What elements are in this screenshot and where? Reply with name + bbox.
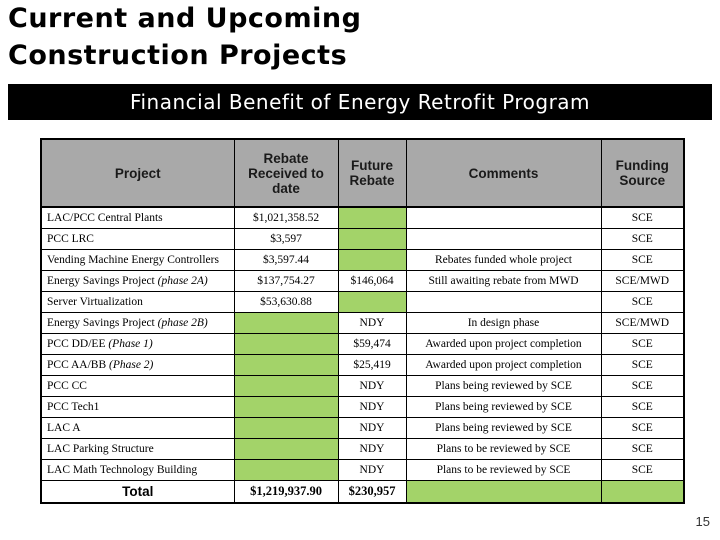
cell-comments: Plans to be reviewed by SCE (405, 438, 602, 460)
table-row: PCC Tech1 NDY Plans being reviewed by SCE S… (40, 396, 685, 418)
table-row: Server Virtualization $53,630.88 SCE (40, 291, 685, 313)
cell-rebate: $1,021,358.52 (233, 206, 339, 229)
cell-comments (405, 228, 602, 250)
column-header-funding: Funding Source (600, 138, 685, 208)
table-row: PCC CC NDY Plans being reviewed by SCE SCE (40, 375, 685, 397)
title-line-2: Construction Projects (8, 40, 348, 71)
table-header: Project Rebate Received to date Future Reb… (40, 138, 685, 208)
column-header-comments: Comments (405, 138, 602, 208)
projects-table: Project Rebate Received to date Future Reb… (40, 138, 685, 504)
table-row: PCC AA/BB (Phase 2) $25,419 Awarded upon p… (40, 354, 685, 376)
cell-funding: SCE (600, 438, 685, 460)
cell-rebate (233, 375, 339, 397)
total-row: Total $1,219,937.90 $230,957 (40, 480, 685, 504)
cell-funding: SCE (600, 417, 685, 439)
cell-comments: Plans being reviewed by SCE (405, 375, 602, 397)
cell-funding: SCE (600, 249, 685, 271)
banner-text: Financial Benefit of Energy Retrofit Pro… (129, 90, 591, 114)
cell-funding: SCE (600, 291, 685, 313)
cell-rebate: $137,754.27 (233, 270, 339, 292)
table-row: PCC LRC $3,597 SCE (40, 228, 685, 250)
cell-comments: Plans being reviewed by SCE (405, 396, 602, 418)
cell-future: NDY (337, 438, 407, 460)
table-row: LAC/PCC Central Plants $1,021,358.52 SCE (40, 206, 685, 229)
page-title: Current and Upcoming Construction Projec… (8, 0, 361, 74)
column-header-project: Project (40, 138, 235, 208)
cell-funding: SCE (600, 228, 685, 250)
table-row: PCC DD/EE (Phase 1) $59,474 Awarded upon p… (40, 333, 685, 355)
cell-future: NDY (337, 396, 407, 418)
page-number: 15 (695, 514, 710, 529)
cell-funding: SCE (600, 333, 685, 355)
cell-funding: SCE (600, 354, 685, 376)
cell-future: NDY (337, 375, 407, 397)
cell-rebate (233, 438, 339, 460)
cell-comments: Plans being reviewed by SCE (405, 417, 602, 439)
cell-comments (405, 206, 602, 229)
cell-future: $146,064 (337, 270, 407, 292)
cell-rebate (233, 459, 339, 481)
cell-future: NDY (337, 417, 407, 439)
cell-comments: Awarded upon project completion (405, 333, 602, 355)
cell-comments: Still awaiting rebate from MWD (405, 270, 602, 292)
total-cell-label: Total (40, 480, 235, 504)
cell-funding: SCE/MWD (600, 270, 685, 292)
cell-rebate: $3,597.44 (233, 249, 339, 271)
cell-future: NDY (337, 459, 407, 481)
cell-future (337, 291, 407, 313)
cell-project: LAC Parking Structure (40, 438, 235, 460)
cell-rebate (233, 417, 339, 439)
cell-funding: SCE (600, 375, 685, 397)
table-body: LAC/PCC Central Plants $1,021,358.52 SCE PC… (40, 206, 685, 504)
cell-future: $25,419 (337, 354, 407, 376)
cell-rebate (233, 333, 339, 355)
cell-future: NDY (337, 312, 407, 334)
cell-project: LAC A (40, 417, 235, 439)
cell-project: PCC CC (40, 375, 235, 397)
cell-project: Energy Savings Project (phase 2B) (40, 312, 235, 334)
table-row: LAC Parking Structure NDY Plans to be revi… (40, 438, 685, 460)
cell-comments: In design phase (405, 312, 602, 334)
table-row: Energy Savings Project (phase 2B) NDY In d… (40, 312, 685, 334)
total-cell-rebate: $1,219,937.90 (233, 480, 339, 504)
cell-future (337, 206, 407, 229)
total-cell-funding (600, 480, 685, 504)
column-header-rebate: Rebate Received to date (233, 138, 339, 208)
banner-title: Financial Benefit of Energy Retrofit Pro… (8, 84, 712, 120)
cell-future (337, 228, 407, 250)
cell-project: LAC/PCC Central Plants (40, 206, 235, 229)
cell-project: PCC AA/BB (Phase 2) (40, 354, 235, 376)
total-cell-comments (405, 480, 602, 504)
cell-project: Vending Machine Energy Controllers (40, 249, 235, 271)
table-row: Energy Savings Project (phase 2A) $137,75… (40, 270, 685, 292)
cell-project: PCC LRC (40, 228, 235, 250)
cell-comments: Rebates funded whole project (405, 249, 602, 271)
cell-future (337, 249, 407, 271)
cell-rebate: $3,597 (233, 228, 339, 250)
cell-funding: SCE (600, 396, 685, 418)
cell-rebate (233, 354, 339, 376)
cell-future: $59,474 (337, 333, 407, 355)
cell-project: PCC DD/EE (Phase 1) (40, 333, 235, 355)
cell-funding: SCE (600, 459, 685, 481)
cell-comments: Plans to be reviewed by SCE (405, 459, 602, 481)
cell-project: Server Virtualization (40, 291, 235, 313)
cell-comments (405, 291, 602, 313)
cell-funding: SCE (600, 206, 685, 229)
cell-rebate (233, 312, 339, 334)
cell-project: PCC Tech1 (40, 396, 235, 418)
cell-project: Energy Savings Project (phase 2A) (40, 270, 235, 292)
cell-rebate (233, 396, 339, 418)
cell-project: LAC Math Technology Building (40, 459, 235, 481)
title-line-1: Current and Upcoming (8, 3, 362, 34)
cell-comments: Awarded upon project completion (405, 354, 602, 376)
table-row: Vending Machine Energy Controllers $3,597… (40, 249, 685, 271)
cell-rebate: $53,630.88 (233, 291, 339, 313)
total-cell-future: $230,957 (337, 480, 407, 504)
table-row: LAC A NDY Plans being reviewed by SCE SCE (40, 417, 685, 439)
column-header-future: Future Rebate (337, 138, 407, 208)
table-row: LAC Math Technology Building NDY Plans to … (40, 459, 685, 481)
cell-funding: SCE/MWD (600, 312, 685, 334)
